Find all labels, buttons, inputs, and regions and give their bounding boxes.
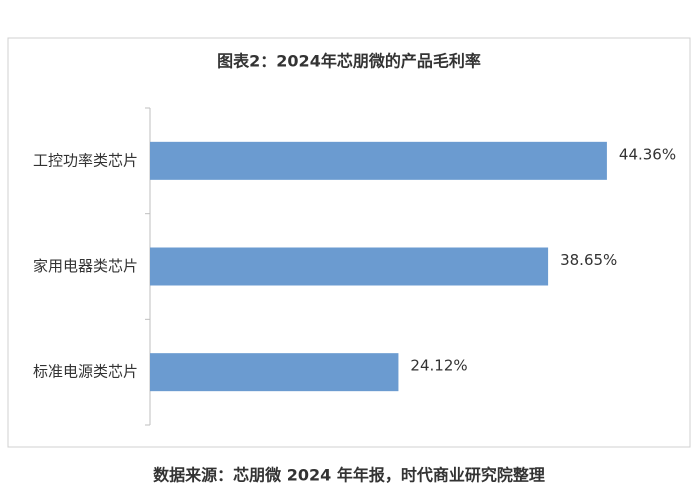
y-tick-label: 家用电器类芯片 — [33, 257, 138, 275]
y-tick-label: 标准电源类芯片 — [33, 363, 138, 381]
source-note: 数据来源：芯朋微 2024 年年报，时代商业研究院整理 — [153, 466, 545, 485]
value-label: 24.12% — [410, 357, 467, 375]
bar — [150, 141, 607, 180]
chart-title: 图表2：2024年芯朋微的产品毛利率 — [217, 52, 481, 71]
bar — [150, 247, 549, 286]
bar — [150, 353, 399, 392]
y-tick-label: 工控功率类芯片 — [33, 151, 138, 169]
value-label: 44.36% — [619, 145, 676, 163]
value-label: 38.65% — [560, 251, 617, 269]
